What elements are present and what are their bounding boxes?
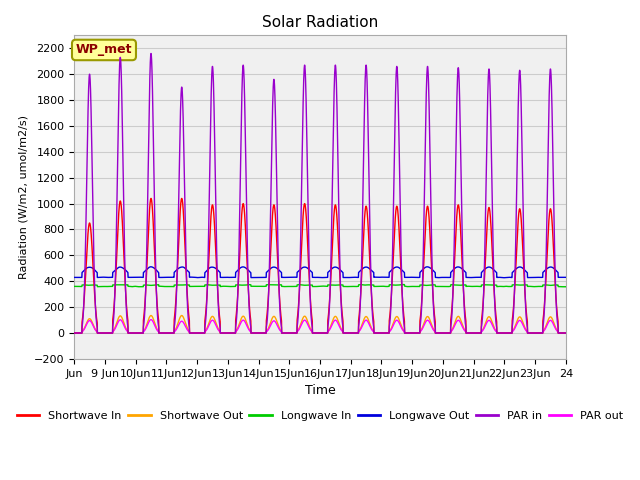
Text: WP_met: WP_met bbox=[76, 44, 132, 57]
Title: Solar Radiation: Solar Radiation bbox=[262, 15, 378, 30]
Y-axis label: Radiation (W/m2, umol/m2/s): Radiation (W/m2, umol/m2/s) bbox=[19, 115, 28, 279]
X-axis label: Time: Time bbox=[305, 384, 335, 397]
Legend: Shortwave In, Shortwave Out, Longwave In, Longwave Out, PAR in, PAR out: Shortwave In, Shortwave Out, Longwave In… bbox=[13, 407, 627, 425]
